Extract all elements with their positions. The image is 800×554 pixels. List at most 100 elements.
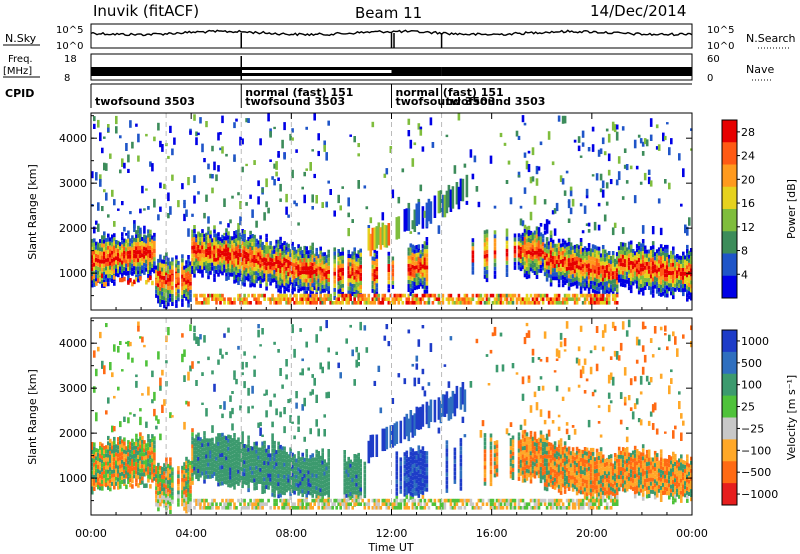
- heat-cell: [275, 243, 278, 248]
- heat-cell: [659, 292, 663, 297]
- heat-cell: [413, 253, 417, 258]
- heat-cell: [147, 206, 150, 210]
- heat-cell: [145, 267, 148, 272]
- heat-cell: [411, 256, 415, 261]
- heat-cell: [243, 254, 246, 259]
- heat-cell: [657, 247, 661, 252]
- heat-cell: [553, 276, 557, 281]
- heat-cell: [315, 247, 318, 252]
- heat-cell: [666, 269, 669, 274]
- heat-cell: [569, 274, 573, 279]
- heat-cell: [519, 218, 523, 226]
- heat-cell: [169, 125, 172, 133]
- heat-cell: [209, 474, 212, 479]
- heat-cell: [129, 242, 132, 247]
- heat-cell: [273, 163, 276, 169]
- heat-cell: [123, 437, 126, 442]
- heat-cell: [267, 498, 270, 503]
- heat-cell: [666, 248, 669, 253]
- heat-cell: [253, 355, 256, 359]
- heat-cell: [131, 484, 134, 489]
- heat-cell: [287, 272, 290, 277]
- heat-cell: [147, 442, 150, 447]
- heat-cell: [119, 246, 122, 251]
- heat-cell: [241, 443, 244, 448]
- heat-cell: [239, 240, 242, 245]
- heat-cell: [111, 250, 114, 255]
- heat-cell: [659, 227, 663, 236]
- heat-cell: [447, 297, 451, 301]
- heat-cell: [283, 502, 286, 506]
- freq-band-twofsound-1: [391, 67, 442, 76]
- heat-cell: [273, 457, 276, 462]
- heat-cell: [291, 286, 294, 291]
- power-cbar-tick-label-6: 28: [741, 126, 755, 139]
- heat-cell: [299, 301, 302, 305]
- heat-cell: [113, 257, 116, 262]
- heat-cell: [213, 443, 216, 448]
- heat-cell: [281, 259, 284, 264]
- heat-cell: [91, 259, 94, 264]
- heat-cell: [133, 470, 136, 475]
- heat-cell: [664, 265, 667, 270]
- heat-cell: [243, 351, 246, 356]
- heat-cell: [159, 486, 162, 491]
- heat-cell: [655, 277, 659, 282]
- heat-cell: [241, 166, 244, 173]
- heat-cell: [319, 250, 322, 255]
- heat-cell: [267, 249, 270, 254]
- heat-cell: [245, 163, 248, 167]
- heat-cell: [223, 198, 226, 207]
- heat-cell: [309, 290, 312, 295]
- heat-cell: [423, 277, 427, 282]
- heat-cell: [311, 270, 314, 275]
- heat-cell: [161, 479, 164, 483]
- heat-cell: [109, 487, 112, 492]
- heat-cell: [277, 251, 280, 256]
- heat-cell: [245, 301, 248, 305]
- heat-cell: [141, 241, 144, 245]
- heat-cell: [563, 252, 567, 257]
- heat-cell: [425, 223, 429, 228]
- heat-cell: [641, 275, 645, 280]
- heat-cell: [377, 222, 381, 245]
- heat-cell: [205, 442, 208, 447]
- heat-cell: [181, 473, 184, 478]
- heat-cell: [189, 505, 192, 510]
- heat-cell: [535, 275, 539, 279]
- heat-cell: [207, 242, 210, 247]
- heat-cell: [591, 297, 595, 301]
- heat-cell: [573, 301, 577, 305]
- heat-cell: [557, 254, 561, 259]
- heat-cell: [577, 261, 581, 266]
- heat-cell: [373, 269, 377, 274]
- heat-cell: [291, 297, 294, 301]
- heat-cell: [567, 245, 571, 250]
- heat-cell: [603, 297, 607, 301]
- heat-cell: [269, 469, 272, 474]
- heat-cell: [311, 242, 314, 247]
- heat-cell: [385, 297, 389, 301]
- heat-cell: [259, 283, 262, 288]
- heat-cell: [119, 250, 122, 255]
- heat-cell: [167, 476, 170, 480]
- heat-cell: [327, 274, 330, 278]
- heat-cell: [181, 490, 184, 495]
- heat-cell: [187, 263, 190, 268]
- heat-cell: [575, 272, 579, 277]
- heat-cell: [271, 452, 274, 457]
- heat-cell: [147, 466, 150, 471]
- heat-cell: [465, 200, 469, 205]
- heat-cell: [205, 244, 208, 249]
- heat-cell: [645, 249, 649, 254]
- heat-cell: [155, 281, 158, 286]
- heat-cell: [205, 261, 208, 265]
- heat-cell: [565, 262, 569, 267]
- heat-cell: [597, 297, 601, 301]
- heat-cell: [647, 265, 651, 270]
- heat-cell: [641, 151, 645, 156]
- heat-cell: [187, 299, 190, 304]
- heat-cell: [313, 282, 316, 287]
- heat-cell: [105, 453, 108, 458]
